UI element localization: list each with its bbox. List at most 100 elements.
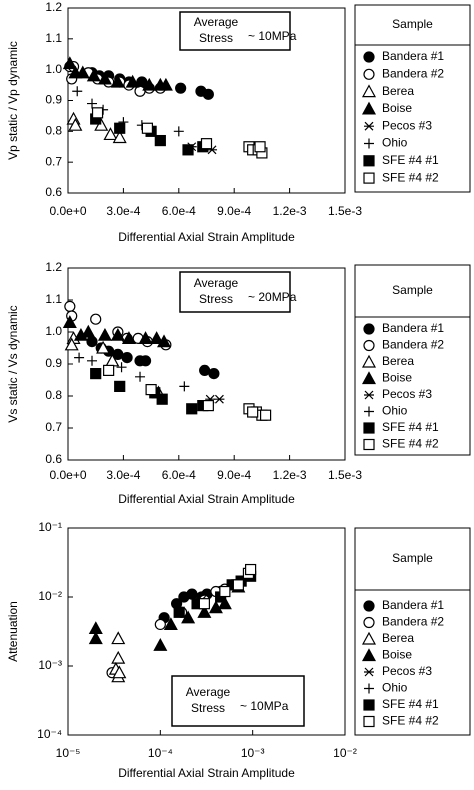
marker <box>94 117 109 131</box>
y-tick-label: 1.1 <box>45 31 62 45</box>
legend-label: Bandera #2 <box>382 615 444 629</box>
marker <box>125 74 140 88</box>
legend-label: Bandera #2 <box>382 338 444 352</box>
marker <box>121 331 136 344</box>
marker <box>217 596 232 610</box>
marker <box>202 400 214 412</box>
y-tick-label: 10⁻¹ <box>38 520 62 534</box>
legend-label: Pecos #3 <box>382 664 432 678</box>
annotation: Stress <box>199 292 233 306</box>
x-tick-label: 1.2e-3 <box>273 204 307 218</box>
y-tick-label: 10⁻⁴ <box>37 727 62 741</box>
y-tick-label: 1.2 <box>45 0 62 14</box>
annotation: Average <box>186 685 231 699</box>
marker <box>111 631 126 645</box>
legend-marker <box>363 438 375 451</box>
legend-label: Bandera #1 <box>382 598 444 612</box>
legend-label: SFE #4 #2 <box>382 714 439 728</box>
marker <box>173 126 184 137</box>
marker <box>110 327 125 341</box>
marker <box>149 331 164 344</box>
marker <box>74 352 85 363</box>
marker <box>208 600 223 614</box>
annotation-box <box>179 271 291 313</box>
legend-marker <box>363 616 375 629</box>
marker <box>214 394 225 404</box>
x-tick-label: 3.0e-4 <box>106 204 140 218</box>
legend-marker <box>363 155 375 167</box>
legend-label: Pecos #3 <box>382 387 432 401</box>
x-tick-label: 6.0e-4 <box>162 468 196 482</box>
legend-marker <box>361 371 377 385</box>
legend-marker <box>364 138 374 149</box>
x-tick-label: 0.0e+0 <box>49 468 86 482</box>
marker <box>186 588 198 600</box>
marker <box>121 352 133 364</box>
marker <box>154 134 166 147</box>
x-tick-label: 10⁻³ <box>241 746 265 760</box>
x-tick-label: 6.0e-4 <box>162 204 196 218</box>
legend-marker <box>361 354 377 368</box>
marker <box>75 65 90 79</box>
legend-label: Boise <box>382 371 412 385</box>
marker <box>208 368 220 380</box>
marker <box>96 340 111 354</box>
legend-label: Ohio <box>382 681 408 695</box>
y-tick-label: 0.9 <box>45 93 62 107</box>
marker <box>87 355 98 366</box>
y-tick-label: 1.1 <box>45 292 62 306</box>
legend-marker <box>364 121 374 131</box>
marker <box>112 130 127 144</box>
y-tick-label: 1.0 <box>45 324 62 338</box>
legend-label: Boise <box>382 101 412 115</box>
marker <box>157 334 172 348</box>
legend-label: Berea <box>382 84 414 98</box>
marker <box>254 141 266 153</box>
marker <box>91 107 104 119</box>
marker <box>158 77 173 91</box>
legend-marker <box>361 631 377 645</box>
y-tick-label: 10⁻³ <box>38 658 62 672</box>
y-tick-label: 1.2 <box>45 260 62 274</box>
marker <box>86 336 98 348</box>
y-axis-label: Vs static / Vs dynamic <box>6 305 20 422</box>
marker <box>139 355 152 367</box>
marker <box>153 637 168 651</box>
marker <box>173 606 185 618</box>
marker <box>97 71 112 85</box>
y-tick-label: 1.0 <box>45 62 62 76</box>
marker <box>186 403 198 415</box>
marker <box>116 362 127 373</box>
marker <box>64 337 79 351</box>
y-tick-label: 0.8 <box>45 388 62 402</box>
marker <box>145 384 157 396</box>
legend-label: Bandera #1 <box>382 321 444 335</box>
marker <box>154 618 166 631</box>
legend-marker <box>364 683 374 694</box>
y-axis-label: Attenuation <box>6 601 20 662</box>
annotation: ~ 10MPa <box>248 29 297 43</box>
legend-label: Ohio <box>382 136 408 150</box>
marker <box>202 88 214 100</box>
marker <box>179 381 190 392</box>
legend-marker <box>361 101 377 115</box>
marker <box>182 144 194 156</box>
marker <box>88 631 103 645</box>
y-tick-label: 0.7 <box>45 154 62 168</box>
annotation: Average <box>194 15 239 29</box>
x-tick-label: 9.0e-4 <box>217 204 251 218</box>
x-axis-label: Differential Axial Strain Amplitude <box>118 230 295 244</box>
legend-label: Boise <box>382 648 412 662</box>
marker <box>219 585 231 598</box>
legend-marker <box>363 339 375 352</box>
legend-title: Sample <box>392 17 433 31</box>
marker <box>199 364 211 376</box>
marker <box>62 56 77 70</box>
annotation: ~ 20MPa <box>248 290 297 304</box>
marker <box>135 371 146 382</box>
x-tick-label: 0.0e+0 <box>49 204 86 218</box>
marker <box>103 127 118 141</box>
x-tick-label: 1.5e-3 <box>328 468 362 482</box>
x-tick-label: 10⁻⁴ <box>148 746 173 760</box>
x-tick-label: 1.5e-3 <box>328 204 362 218</box>
